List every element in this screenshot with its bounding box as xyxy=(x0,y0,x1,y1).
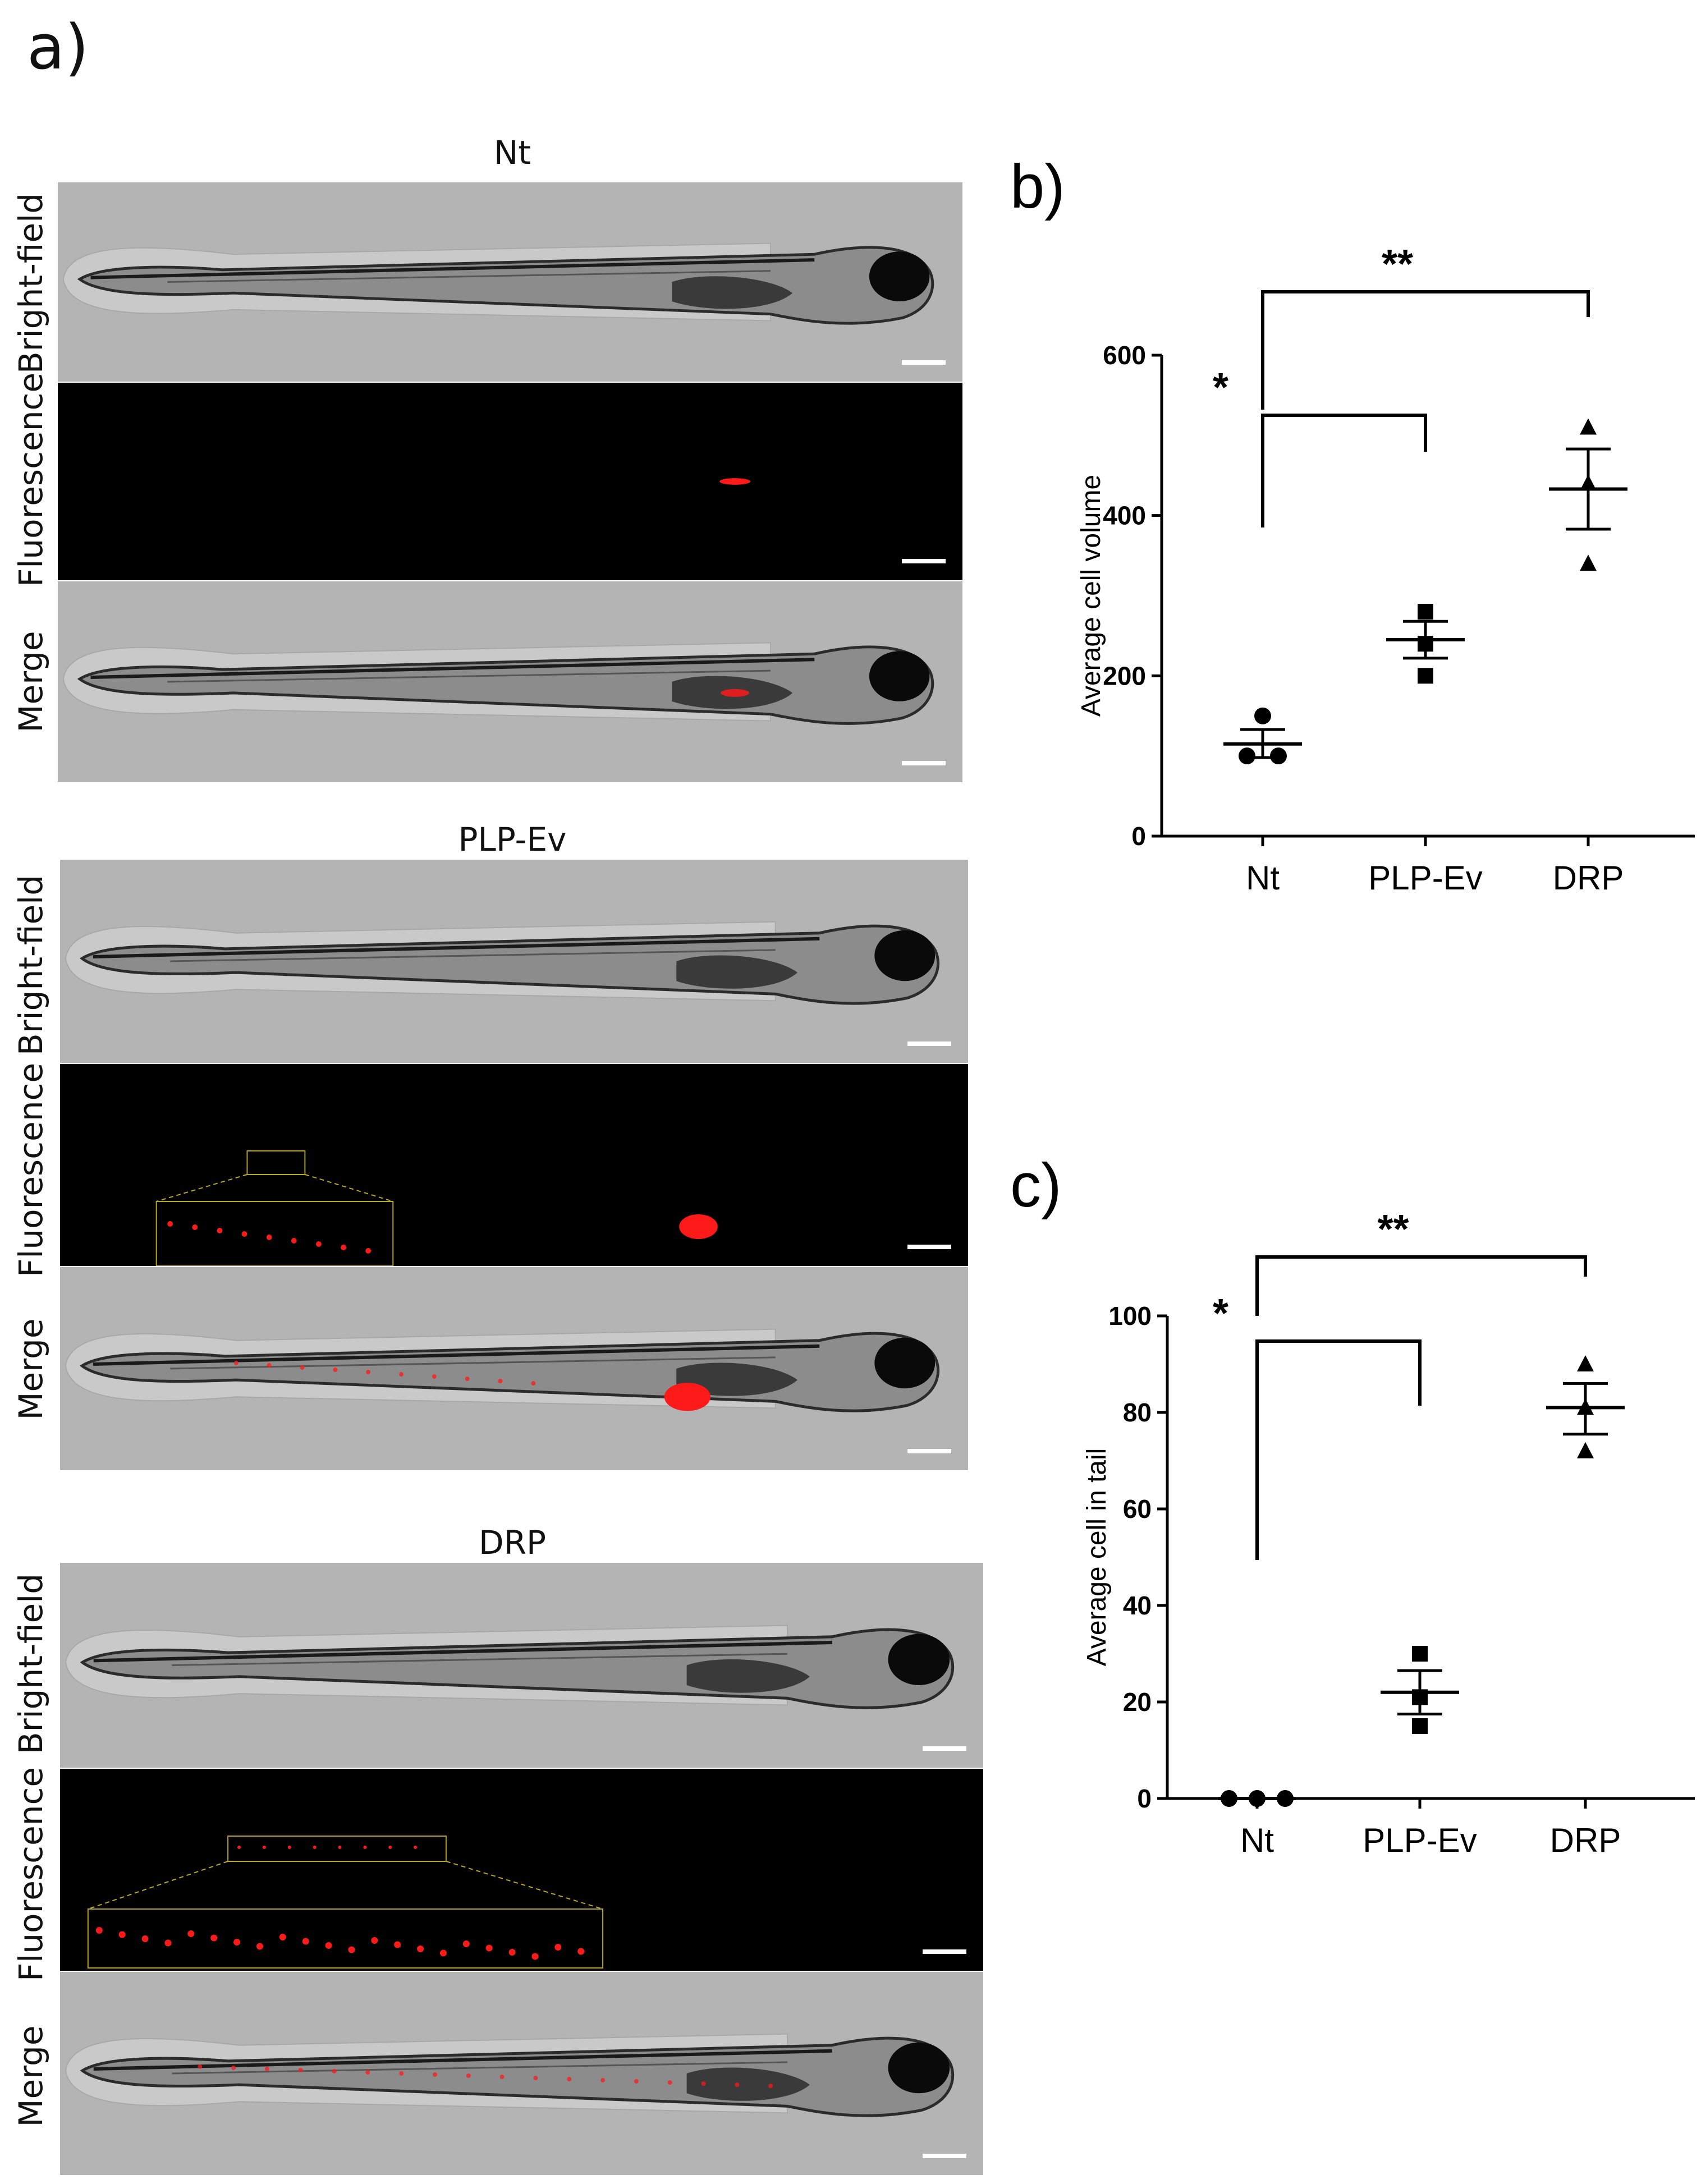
significance-bracket xyxy=(1261,290,1590,410)
significance-bracket xyxy=(1255,1255,1587,1316)
significance-label: ** xyxy=(1382,242,1413,287)
data-point xyxy=(1580,418,1597,435)
row-label-brightfield: Bright-field xyxy=(12,1573,50,1755)
row-label-merge: Merge xyxy=(12,2025,50,2127)
brightfield-image xyxy=(58,182,962,382)
brightfield-image xyxy=(60,860,968,1063)
row-label-fluorescence: Fluorescence xyxy=(12,1062,50,1278)
merge-image xyxy=(60,1267,968,1470)
scale-bar xyxy=(907,1449,951,1453)
group-title-plp-ev: PLP-Ev xyxy=(458,820,567,859)
row-label-brightfield: Bright-field xyxy=(12,874,50,1056)
scale-bar xyxy=(902,559,946,563)
merge-image xyxy=(58,581,962,782)
data-point xyxy=(1580,554,1597,571)
scale-bar xyxy=(902,761,946,765)
y-tick-label: 40 xyxy=(1123,1591,1152,1620)
scale-bar xyxy=(923,2154,966,2158)
row-label-fluorescence: Fluorescence xyxy=(12,372,50,588)
y-axis-label: Average cell in tail xyxy=(1082,1448,1112,1667)
scale-bar xyxy=(902,360,946,365)
x-tick-label: PLP-Ev xyxy=(1368,859,1482,897)
panel-label: c) xyxy=(1010,1151,1062,1220)
data-point xyxy=(1418,604,1433,620)
fluorescence-image xyxy=(58,383,962,580)
significance-label: * xyxy=(1213,365,1228,410)
chart-b: b) 0 200 400 600 Nt PLP-Ev DRP Average cell volu… xyxy=(1010,152,1695,897)
y-tick-label: 100 xyxy=(1108,1301,1152,1330)
y-tick-label: 200 xyxy=(1103,661,1146,690)
panel-label: b) xyxy=(1010,152,1065,221)
y-tick-label: 80 xyxy=(1123,1398,1152,1427)
chart-c: c) 0 20 40 60 80 100 Nt PLP-Ev DRP Average cell in… xyxy=(1010,1151,1695,1859)
data-point xyxy=(1577,1355,1594,1371)
x-tick-label: Nt xyxy=(1246,859,1280,897)
fluorescence-image xyxy=(60,1064,968,1266)
data-point xyxy=(1239,747,1255,765)
data-point xyxy=(1418,668,1433,684)
data-point xyxy=(1412,1718,1428,1734)
scale-bar xyxy=(907,1041,951,1046)
y-tick-label: 0 xyxy=(1137,1784,1152,1813)
brightfield-image xyxy=(60,1563,983,1768)
group-title-drp: DRP xyxy=(479,1524,546,1562)
row-label-brightfield: Bright-field xyxy=(12,192,50,374)
data-point xyxy=(1254,707,1271,724)
panel-a-label: a) xyxy=(27,11,89,83)
significance-label: * xyxy=(1213,1291,1228,1336)
merge-image xyxy=(60,1972,983,2175)
y-tick-label: 60 xyxy=(1123,1494,1152,1524)
x-tick-label: Nt xyxy=(1240,1821,1274,1859)
x-tick-label: DRP xyxy=(1550,1821,1621,1859)
y-axis-label: Average cell volume xyxy=(1076,475,1106,717)
scale-bar xyxy=(923,1746,966,1751)
row-label-merge: Merge xyxy=(12,631,50,733)
row-label-merge: Merge xyxy=(12,1318,50,1420)
fluorescence-image xyxy=(60,1769,983,1971)
scale-bar xyxy=(907,1245,951,1249)
y-tick-label: 0 xyxy=(1131,822,1146,851)
y-tick-label: 20 xyxy=(1123,1687,1152,1717)
significance-bracket xyxy=(1255,1339,1422,1560)
data-point xyxy=(1270,747,1287,765)
row-label-fluorescence: Fluorescence xyxy=(12,1767,50,1982)
scale-bar xyxy=(923,1949,966,1954)
x-tick-label: DRP xyxy=(1553,859,1624,897)
data-point xyxy=(1412,1646,1428,1662)
y-tick-label: 600 xyxy=(1103,341,1146,370)
significance-bracket xyxy=(1261,414,1427,527)
x-tick-label: PLP-Ev xyxy=(1363,1821,1477,1859)
significance-label: ** xyxy=(1377,1207,1409,1252)
y-tick-label: 400 xyxy=(1103,501,1146,530)
group-title-nt: Nt xyxy=(493,134,531,172)
data-point xyxy=(1577,1442,1594,1458)
